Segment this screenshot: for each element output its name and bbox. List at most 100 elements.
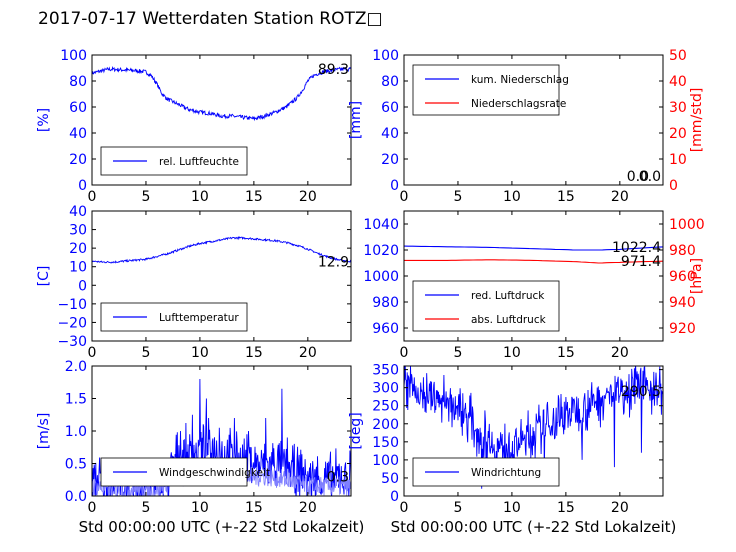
y-tick-label: 960 — [372, 321, 399, 337]
legend-label: Windgeschwindigkeit — [159, 467, 270, 479]
y-tick-label: 1020 — [363, 243, 399, 259]
x-tick-label: 15 — [245, 500, 263, 516]
y2-tick-label: 0 — [669, 178, 678, 194]
y-tick-label: 40 — [69, 204, 87, 220]
y-tick-label: 100 — [372, 48, 399, 64]
last-value-label: 1022.4 — [612, 240, 661, 256]
legend-box — [412, 64, 560, 116]
y-tick-label: 80 — [381, 74, 399, 90]
series-line-lufttemperatur — [92, 236, 351, 264]
legend: Windgeschwindigkeit — [100, 457, 270, 487]
y-tick-label: 80 — [69, 74, 87, 90]
y-tick-label: 40 — [381, 126, 399, 142]
last-value-label: 12.9 — [318, 254, 349, 270]
x-tick-label: 5 — [141, 500, 150, 516]
y-tick-label: 1.0 — [65, 424, 87, 440]
x-tick-label: 10 — [503, 500, 521, 516]
x-tick-label: 20 — [299, 189, 317, 205]
series-line-windrichtung — [404, 366, 663, 489]
y2-tick-label: 10 — [669, 152, 687, 168]
x-tick-label: 10 — [191, 500, 209, 516]
y-tick-label: 60 — [381, 100, 399, 116]
y-tick-label: 30 — [69, 223, 87, 239]
x-tick-label: 5 — [453, 345, 462, 361]
y2-axis-label: [hPa] — [689, 258, 705, 294]
x-tick-label: 10 — [503, 189, 521, 205]
plot-frame — [91, 54, 352, 186]
x-tick-label: 0 — [400, 189, 409, 205]
chart-panel-1: 0 5 10 15 20 0 20 40 60 80 100 [%] 89.3 rel. Luftfeuc… — [36, 48, 352, 205]
y-tick-label: 0 — [78, 178, 87, 194]
legend-label: Lufttemperatur — [159, 312, 239, 324]
legend: rel. Luftfeuchte — [100, 146, 248, 176]
y2-tick-label: 980 — [669, 243, 696, 259]
y2-tick-label: 920 — [669, 321, 696, 337]
plot-frame — [403, 54, 664, 186]
last-value-label: 89.3 — [318, 62, 349, 78]
y2-tick-label: 20 — [669, 126, 687, 142]
y-tick-label: 50 — [381, 471, 399, 487]
legend: Windrichtung — [412, 457, 560, 487]
legend: kum. Niederschlag Niederschlagsrate — [412, 64, 569, 116]
y-tick-label: 0.5 — [65, 457, 87, 473]
y-tick-label: 980 — [372, 295, 399, 311]
x-tick-label: 20 — [611, 500, 629, 516]
x-tick-label: 15 — [557, 500, 575, 516]
x-tick-label: 20 — [299, 345, 317, 361]
y2-axis-label: [mm/std] — [689, 88, 705, 153]
y-tick-label: 350 — [372, 363, 399, 379]
chart-panel-4: 0 5 10 15 20 960 980 1000 1020 1040 920 940 960 980 10… — [363, 210, 705, 361]
x-axis-label: Std 00:00:00 UTC (+-22 Std Lokalzeit) — [391, 518, 677, 536]
y-tick-label: 250 — [372, 399, 399, 415]
figure-title: 2017-07-17 Wetterdaten Station ROTZ□ — [38, 9, 383, 29]
x-tick-label: 15 — [245, 345, 263, 361]
y-tick-label: 0.0 — [65, 489, 87, 505]
legend: red. Luftdruck abs. Luftdruck — [412, 280, 560, 332]
y-tick-label: 300 — [372, 381, 399, 397]
last-value-label: 0.3 — [327, 470, 349, 486]
x-tick-label: 5 — [141, 345, 150, 361]
y2-tick-label: 960 — [669, 269, 696, 285]
y2-tick-label: 1000 — [669, 217, 705, 233]
y2-tick-label: 40 — [669, 74, 687, 90]
x-tick-label: 5 — [453, 500, 462, 516]
y-tick-label: 1.5 — [65, 392, 87, 408]
y-axis-label: [mm] — [348, 101, 364, 139]
y-tick-label: 150 — [372, 435, 399, 451]
plot-frame — [403, 365, 664, 497]
x-tick-label: 10 — [191, 189, 209, 205]
x-tick-label: 0 — [88, 345, 97, 361]
last-value-label-2: 971.4 — [621, 254, 661, 270]
y2-tick-label: 940 — [669, 295, 696, 311]
y-tick-label: −10 — [57, 297, 87, 313]
x-tick-label: 20 — [299, 500, 317, 516]
y-tick-label: 20 — [69, 152, 87, 168]
y-tick-label: 100 — [60, 48, 87, 64]
chart-panel-6: 0 5 10 15 20050100150200250300350[deg]290.5W… — [348, 363, 677, 536]
series-line-red-luftdruck — [404, 245, 663, 251]
chart-panel-2: 0 5 10 15 20 0 20 40 60 80 100 [mm] 0 10 20 30 40 50 [mm/s… — [348, 48, 705, 205]
y-tick-label: 40 — [69, 126, 87, 142]
y-axis-label: [deg] — [348, 412, 364, 449]
x-tick-label: 20 — [611, 345, 629, 361]
last-value-label: 290.5 — [621, 384, 661, 400]
x-tick-label: 10 — [503, 345, 521, 361]
x-tick-label: 15 — [557, 189, 575, 205]
x-tick-label: 0 — [88, 189, 97, 205]
chart-panel-5: 0 5 10 15 20 0.0 0.5 1.0 1.5 2.0 [m/s] 0.3 Windgesch… — [36, 359, 364, 536]
y-tick-label: 20 — [381, 152, 399, 168]
x-tick-label: 5 — [141, 189, 150, 205]
last-value-label: 0.0 — [639, 169, 661, 185]
x-tick-label: 20 — [611, 189, 629, 205]
y-tick-label: 0 — [78, 278, 87, 294]
legend-label: kum. Niederschlag — [471, 74, 569, 86]
x-tick-label: 15 — [245, 189, 263, 205]
x-tick-label: 15 — [557, 345, 575, 361]
y-tick-label: 10 — [69, 260, 87, 276]
plot-frame — [91, 210, 352, 342]
series-line-rel-luftfeuchte — [92, 65, 351, 122]
y-tick-label: 1040 — [363, 217, 399, 233]
series-line-abs-luftdruck — [404, 259, 663, 264]
